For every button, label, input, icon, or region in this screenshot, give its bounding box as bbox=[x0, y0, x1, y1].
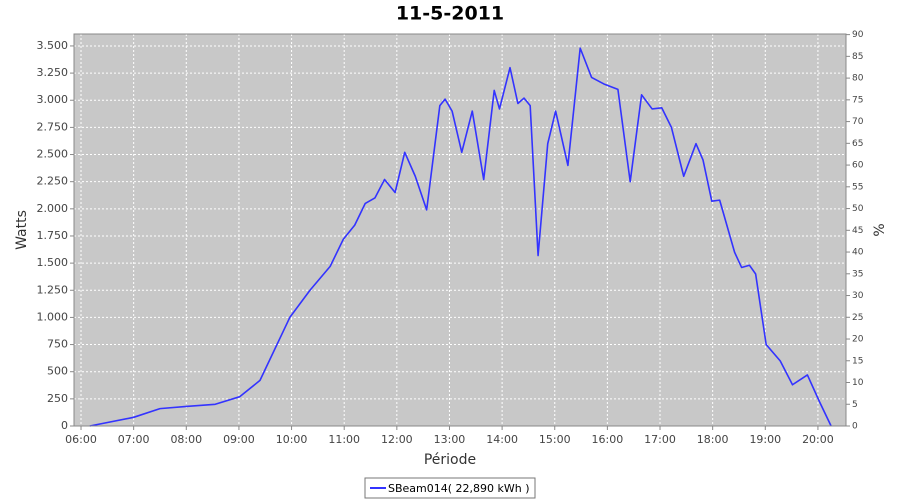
y2-tick-label: 55 bbox=[852, 182, 863, 192]
y-tick-label: 500 bbox=[47, 365, 68, 378]
x-tick-label: 09:00 bbox=[223, 433, 255, 446]
y2-tick-label: 40 bbox=[852, 248, 864, 258]
y-tick-label: 2.250 bbox=[37, 175, 69, 188]
y2-tick-label: 20 bbox=[852, 335, 864, 345]
x-tick-label: 15:00 bbox=[539, 433, 571, 446]
y-tick-label: 3.500 bbox=[37, 39, 69, 52]
x-tick-label: 18:00 bbox=[697, 433, 729, 446]
y2-tick-label: 50 bbox=[852, 204, 864, 214]
y-tick-label: 2.500 bbox=[37, 148, 69, 161]
y-tick-label: 1.500 bbox=[37, 256, 69, 269]
y-tick-label: 750 bbox=[47, 338, 68, 351]
y2-tick-label: 15 bbox=[852, 356, 863, 366]
y2-tick-label: 0 bbox=[852, 422, 858, 432]
y-axis-label: Watts bbox=[14, 210, 30, 250]
y2-tick-label: 65 bbox=[852, 139, 863, 149]
y2-tick-label: 5 bbox=[852, 400, 858, 410]
x-tick-label: 14:00 bbox=[486, 433, 518, 446]
y-tick-label: 0 bbox=[61, 419, 68, 432]
x-tick-label: 17:00 bbox=[644, 433, 676, 446]
plot-border bbox=[73, 33, 847, 427]
x-axis-label: Période bbox=[424, 452, 476, 468]
x-tick-label: 19:00 bbox=[749, 433, 781, 446]
y2-tick-label: 30 bbox=[852, 291, 864, 301]
x-tick-label: 12:00 bbox=[381, 433, 413, 446]
data-line bbox=[89, 47, 832, 427]
chart-title: 11-5-2011 bbox=[396, 3, 504, 25]
plot-area bbox=[74, 34, 846, 426]
x-tick-label: 07:00 bbox=[118, 433, 150, 446]
y2-tick-label: 35 bbox=[852, 269, 863, 279]
y2-tick-label: 70 bbox=[852, 117, 864, 127]
x-tick-label: 10:00 bbox=[276, 433, 308, 446]
y2-tick-label: 25 bbox=[852, 313, 863, 323]
y2-tick-label: 75 bbox=[852, 95, 863, 105]
y-tick-label: 1.750 bbox=[37, 229, 69, 242]
y-tick-label: 3.000 bbox=[37, 93, 69, 106]
y-tick-label: 2.000 bbox=[37, 202, 69, 215]
y2-tick-label: 85 bbox=[852, 52, 863, 62]
x-tick-label: 13:00 bbox=[434, 433, 466, 446]
y2-tick-label: 90 bbox=[852, 30, 864, 40]
x-tick-label: 06:00 bbox=[65, 433, 97, 446]
y2-tick-label: 60 bbox=[852, 161, 864, 171]
legend-box bbox=[364, 477, 536, 499]
y-tick-label: 250 bbox=[47, 392, 68, 405]
y2-tick-label: 80 bbox=[852, 74, 864, 84]
legend-label: SBeam014( 22,890 kWh ) bbox=[388, 482, 530, 495]
y2-axis-label: % bbox=[872, 223, 888, 236]
x-tick-label: 08:00 bbox=[170, 433, 202, 446]
x-tick-label: 16:00 bbox=[592, 433, 624, 446]
x-tick-label: 20:00 bbox=[802, 433, 834, 446]
y-tick-label: 2.750 bbox=[37, 120, 69, 133]
y2-tick-label: 45 bbox=[852, 226, 863, 236]
y-tick-label: 1.000 bbox=[37, 310, 69, 323]
y-tick-label: 1.250 bbox=[37, 283, 69, 296]
y-tick-label: 3.250 bbox=[37, 66, 69, 79]
x-tick-label: 11:00 bbox=[328, 433, 360, 446]
y2-tick-label: 10 bbox=[852, 378, 864, 388]
